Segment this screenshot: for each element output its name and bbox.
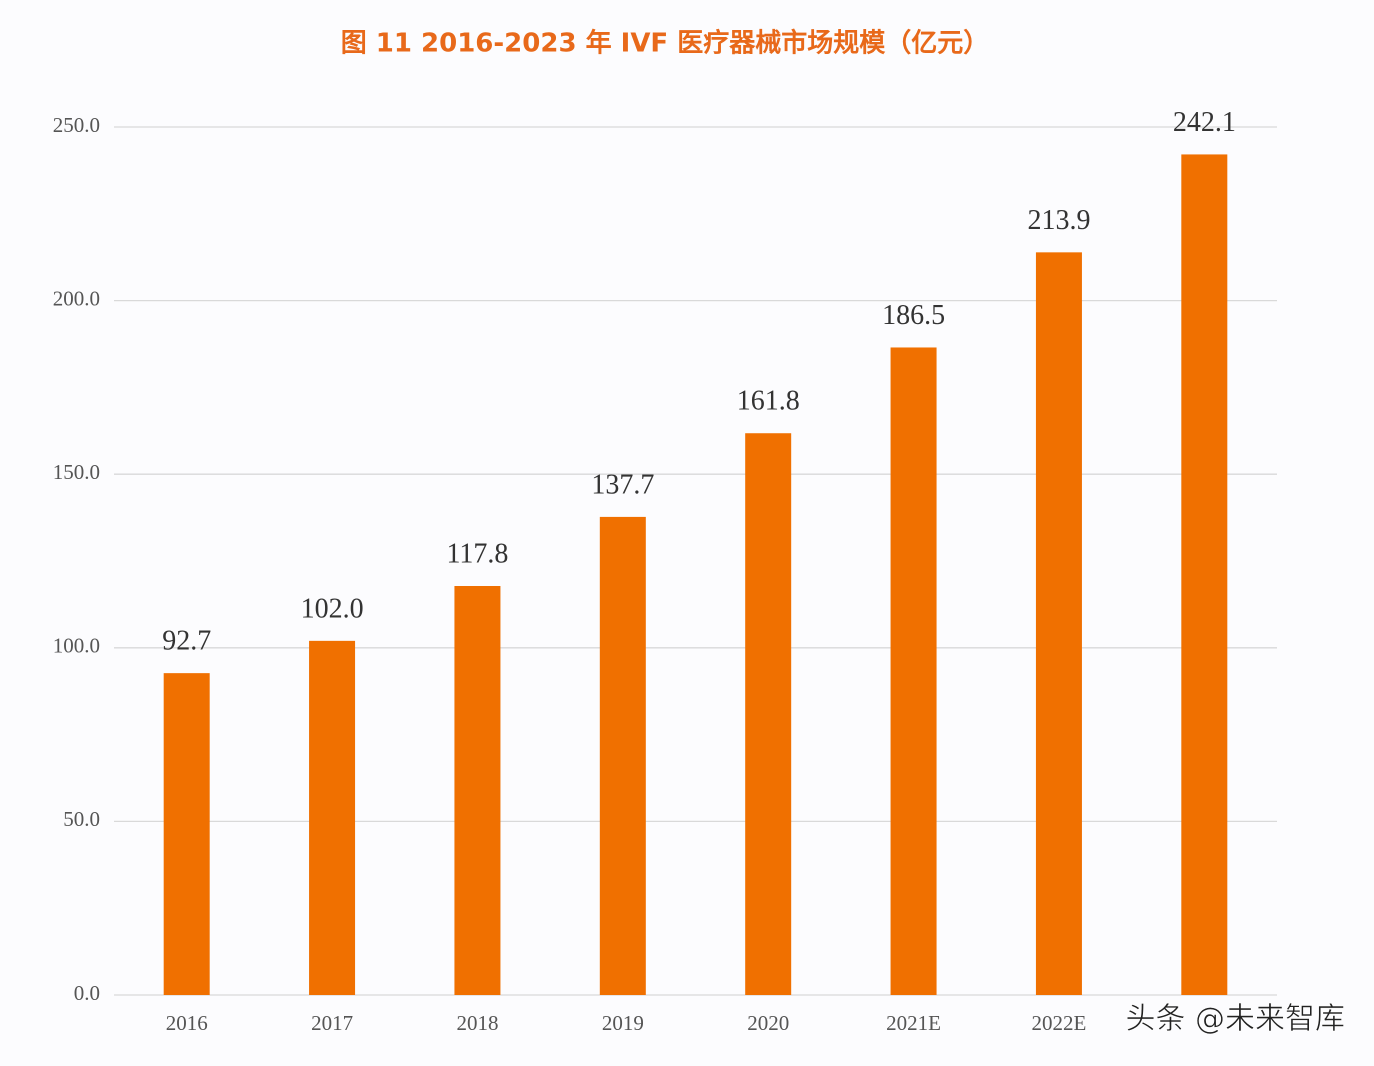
watermark: 头条 @未来智库	[1125, 1002, 1345, 1037]
bar	[454, 585, 501, 995]
x-tick-label: 2016	[166, 1011, 208, 1035]
bar	[309, 640, 356, 995]
x-tick-label: 2019	[602, 1011, 644, 1035]
bar	[890, 347, 937, 995]
x-tick-label: 2018	[456, 1011, 498, 1035]
y-tick-label: 50.0	[63, 807, 100, 831]
x-tick-label: 2020	[747, 1011, 789, 1035]
chart-title: 图 11 2016-2023 年 IVF 医疗器械市场规模（亿元）	[341, 28, 990, 59]
y-tick-label: 200.0	[53, 286, 100, 310]
y-tick-label: 100.0	[53, 634, 100, 658]
bar	[1181, 154, 1228, 995]
value-label: 137.7	[591, 469, 654, 500]
value-label: 186.5	[882, 300, 945, 331]
value-label: 102.0	[301, 593, 364, 624]
y-tick-label: 250.0	[53, 113, 100, 137]
bar	[745, 433, 792, 995]
bar	[599, 516, 646, 995]
x-tick-label: 2021E	[886, 1011, 941, 1035]
bar	[1035, 252, 1082, 995]
value-label: 213.9	[1027, 205, 1090, 236]
x-tick-label: 2022E	[1032, 1011, 1087, 1035]
value-label: 242.1	[1173, 107, 1236, 138]
bar	[163, 673, 210, 995]
value-label: 117.8	[446, 538, 508, 569]
y-tick-label: 0.0	[74, 981, 100, 1005]
value-label: 92.7	[162, 626, 211, 657]
value-label: 161.8	[737, 386, 800, 417]
x-tick-label: 2017	[311, 1011, 353, 1035]
y-tick-label: 150.0	[53, 460, 100, 484]
